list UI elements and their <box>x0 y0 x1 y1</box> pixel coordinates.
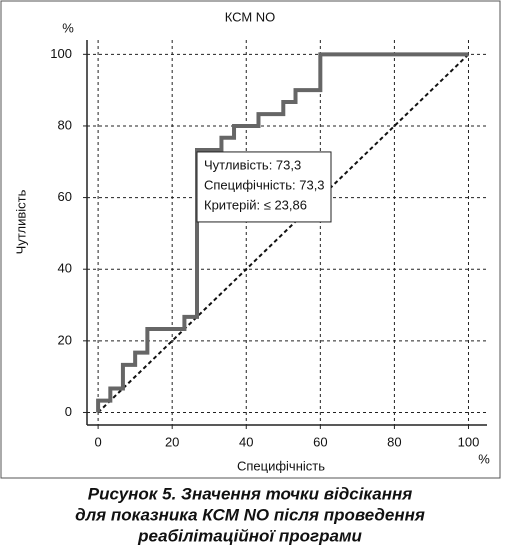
y-tick-label: 0 <box>65 404 72 419</box>
chart-title: КСМ NO <box>225 9 276 24</box>
caption-line: Рисунок 5. Значення точки відсікання <box>88 484 413 503</box>
x-tick-label: 100 <box>458 434 480 449</box>
caption-line: реабілітаційної програми <box>137 526 362 545</box>
x-tick-label: 40 <box>239 434 253 449</box>
annotation-text: Критерій: ≤ 23,86 <box>204 197 307 212</box>
roc-curve <box>96 52 469 413</box>
x-tick-label: 80 <box>387 434 401 449</box>
y-axis-label: Чутливість <box>13 189 28 254</box>
y-tick-label: 100 <box>50 46 72 61</box>
y-tick-label: 20 <box>58 332 72 347</box>
x-tick-label: 60 <box>313 434 327 449</box>
annotation-text: Чутливість: 73,3 <box>204 157 301 172</box>
x-axis-label: Специфічність <box>237 458 325 473</box>
x-tick-label: 0 <box>94 434 101 449</box>
annotation-text: Специфічність: 73,3 <box>204 177 325 192</box>
x-tick-label: 20 <box>165 434 179 449</box>
x-unit: % <box>478 451 490 466</box>
annotation-box <box>196 151 332 223</box>
y-tick-label: 80 <box>58 117 72 132</box>
y-unit: % <box>62 20 74 35</box>
caption-line: для показника КСМ NO після проведення <box>75 505 425 524</box>
y-tick-label: 40 <box>58 261 72 276</box>
reference-diagonal <box>97 53 470 414</box>
y-tick-label: 60 <box>58 189 72 204</box>
frame <box>0 0 501 479</box>
